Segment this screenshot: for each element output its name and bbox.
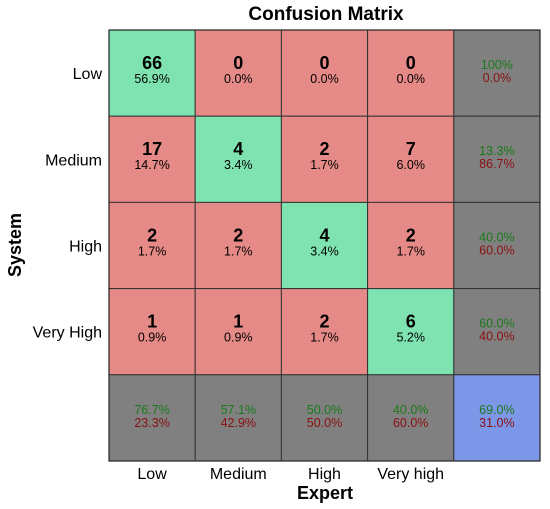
cell-percent: 1.7% [138,244,167,258]
cell-count: 1 [147,312,157,332]
cell-percent: 3.4% [224,158,253,172]
matrix-cell [108,115,196,203]
matrix-cell [194,288,282,376]
cell-percent: 1.7% [224,244,253,258]
y-axis-label: System [5,213,25,277]
cell-percent: 0.9% [224,331,253,345]
cell-percent: 3.4% [310,244,339,258]
matrix-cell [367,115,455,203]
labels-layer: Low Medium High Very High Low Medium High Very … [33,66,444,483]
cell-percent: 6.0% [396,158,425,172]
matrix-border [108,29,541,462]
overall-correct: 69.0% [479,403,514,417]
col-summary-error: 50.0% [307,416,342,430]
cell-percent: 1.7% [310,331,339,345]
col-summary-correct: 76.7% [134,403,169,417]
col-summary-error: 23.3% [134,416,169,430]
y-tick-label: Medium [45,152,102,169]
cell-count: 17 [142,139,162,159]
col-summary-correct: 57.1% [221,403,256,417]
cell-count: 0 [233,53,243,73]
row-summary-error: 86.7% [479,157,514,171]
matrix-cell [194,29,282,117]
cell-count: 0 [406,53,416,73]
col-summary-cell [194,374,282,462]
row-summary-cell [453,201,541,290]
cell-count: 7 [406,139,416,159]
cell-percent: 5.2% [396,331,425,345]
row-summary-error: 60.0% [479,243,514,257]
cell-count: 0 [319,53,329,73]
matrix-cell [367,288,455,376]
cell-count: 6 [406,312,416,332]
y-tick-label: Low [73,66,103,83]
x-tick-label: Medium [210,466,267,483]
matrix-cell [194,201,282,290]
row-summary-correct: 60.0% [479,317,514,331]
cell-count: 2 [147,225,157,245]
cell-percent: 0.0% [224,72,253,86]
row-summary-correct: 100% [481,58,513,72]
matrix-cell [108,288,196,376]
row-summary-correct: 40.0% [479,230,514,244]
row-summary-error: 0.0% [483,71,512,85]
cell-percent: 0.0% [396,72,425,86]
cell-count: 2 [233,225,243,245]
col-summary-cell [108,374,196,462]
cell-count: 1 [233,312,243,332]
y-tick-label: High [69,239,102,256]
col-summary-error: 60.0% [393,416,428,430]
cell-percent: 56.9% [134,72,169,86]
col-summary-cell [280,374,369,462]
x-tick-label: Very high [377,466,444,483]
cells-layer: 6656.9%00.0%00.0%00.0%1714.7%43.4%21.7%7… [108,29,541,462]
x-axis-label: Expert [297,483,353,503]
matrix-cell [280,288,369,376]
row-summary-correct: 13.3% [479,144,514,158]
chart-title: Confusion Matrix [248,4,404,25]
cell-percent: 0.9% [138,331,167,345]
cell-count: 2 [319,139,329,159]
y-tick-label: Very High [33,325,102,342]
x-tick-label: Low [137,466,167,483]
cell-count: 4 [233,139,243,159]
row-summary-cell [453,29,541,117]
col-summary-correct: 40.0% [393,403,428,417]
row-summary-cell [453,288,541,376]
cell-count: 4 [319,225,329,245]
cell-count: 66 [142,53,162,73]
x-tick-label: High [308,466,341,483]
row-summary-cell [453,115,541,203]
overall-accuracy-cell [453,374,541,462]
row-summary-error: 40.0% [479,330,514,344]
cell-count: 2 [406,225,416,245]
cell-percent: 14.7% [134,158,169,172]
matrix-cell [108,29,196,117]
cell-percent: 1.7% [310,158,339,172]
overall-error: 31.0% [479,416,514,430]
col-summary-error: 42.9% [221,416,256,430]
cell-percent: 1.7% [396,244,425,258]
matrix-cell [367,29,455,117]
matrix-cell [367,201,455,290]
col-summary-correct: 50.0% [307,403,342,417]
cell-count: 2 [319,312,329,332]
matrix-cell [194,115,282,203]
cell-percent: 0.0% [310,72,339,86]
